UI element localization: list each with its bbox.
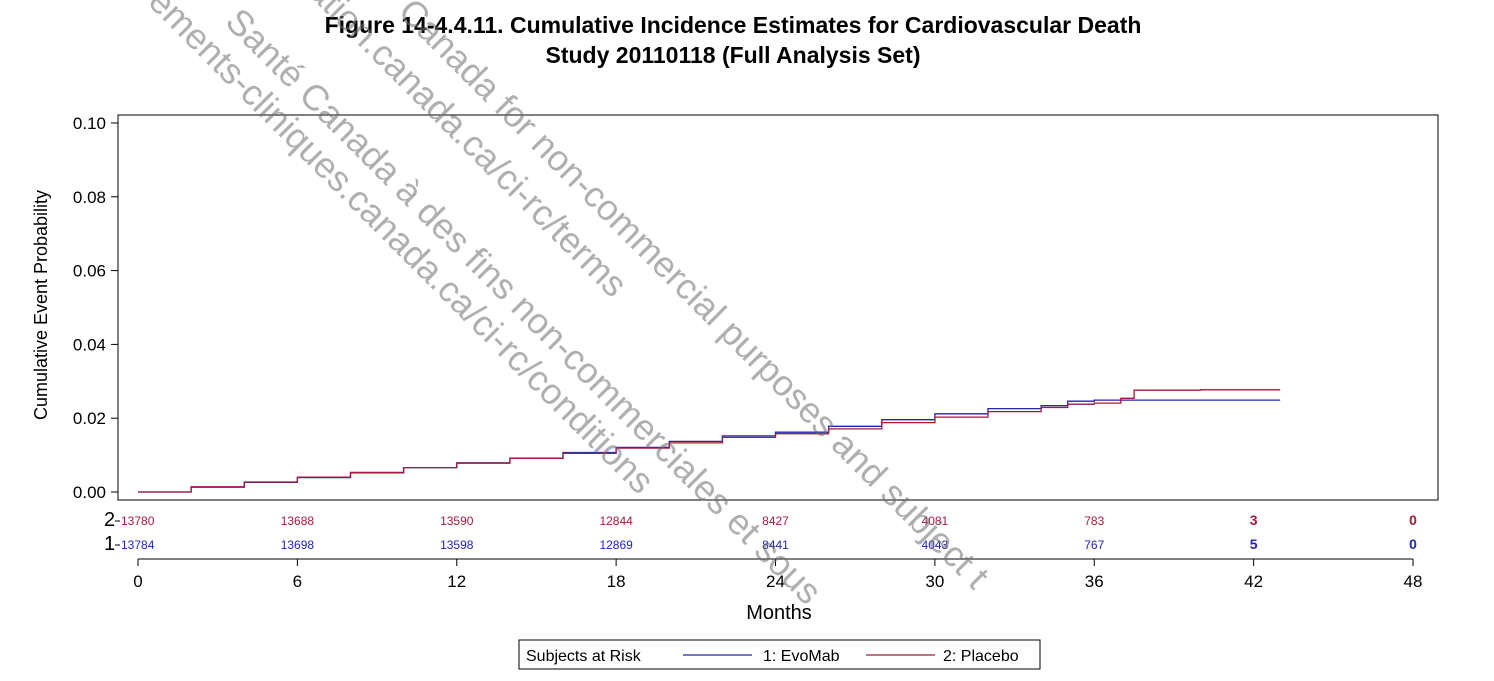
y-tick-label: 0.10	[73, 114, 106, 133]
at-risk-count: 4043	[922, 538, 949, 552]
at-risk-count: 13598	[440, 538, 474, 552]
x-tick-label: 12	[447, 572, 466, 591]
x-tick-label: 30	[925, 572, 944, 591]
at-risk-count: 13784	[121, 538, 155, 552]
x-axis-label: Months	[746, 602, 812, 624]
at-risk-row-id: 1	[104, 533, 115, 555]
y-tick-label: 0.00	[73, 483, 106, 502]
y-tick-label: 0.04	[73, 335, 106, 354]
legend-title: Subjects at Risk	[526, 648, 642, 665]
x-tick-label: 24	[766, 572, 785, 591]
at-risk-count: 783	[1084, 514, 1104, 528]
x-tick-label: 6	[293, 572, 302, 591]
at-risk-count: 4081	[922, 514, 949, 528]
at-risk-row-id: 2	[104, 509, 115, 531]
at-risk-count: 13688	[281, 514, 315, 528]
at-risk-count: 8427	[762, 514, 789, 528]
at-risk-count: 3	[1250, 512, 1258, 528]
legend-label-placebo: 2: Placebo	[943, 648, 1019, 665]
x-tick-label: 36	[1085, 572, 1104, 591]
legend-label-evomab: 1: EvoMab	[763, 648, 840, 665]
x-tick-label: 42	[1244, 572, 1263, 591]
at-risk-count: 767	[1084, 538, 1104, 552]
at-risk-count: 0	[1409, 512, 1417, 528]
chart-title-line1: Figure 14-4.4.11. Cumulative Incidence E…	[324, 12, 1142, 38]
at-risk-count: 0	[1409, 536, 1417, 552]
at-risk-count: 13590	[440, 514, 474, 528]
x-tick-label: 48	[1404, 572, 1423, 591]
y-tick-label: 0.06	[73, 262, 106, 281]
series-line-evomab	[138, 399, 1281, 493]
x-tick-label: 18	[607, 572, 626, 591]
at-risk-count: 12844	[599, 514, 633, 528]
chart-title-line2: Study 20110118 (Full Analysis Set)	[545, 42, 921, 68]
legend-box	[518, 639, 1041, 670]
at-risk-count: 5	[1250, 536, 1258, 552]
series-line-placebo	[138, 389, 1281, 493]
at-risk-count: 13780	[121, 514, 155, 528]
y-tick-label: 0.02	[73, 409, 106, 428]
at-risk-count: 8441	[762, 538, 789, 552]
at-risk-count: 12869	[599, 538, 633, 552]
y-tick-label: 0.08	[73, 188, 106, 207]
x-tick-label: 0	[133, 572, 142, 591]
y-axis-label: Cumulative Event Probability	[31, 190, 51, 420]
plot-frame	[117, 114, 1439, 501]
at-risk-count: 13698	[281, 538, 315, 552]
